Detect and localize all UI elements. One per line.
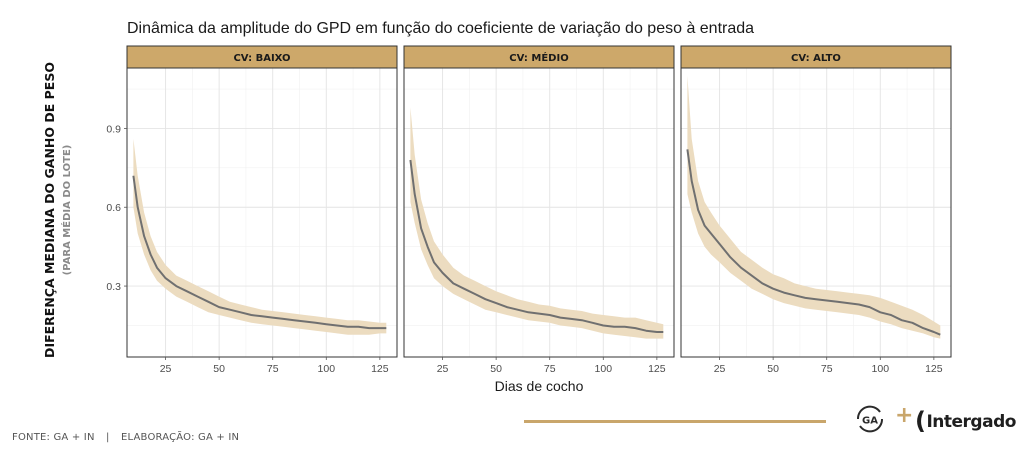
x-tick-label: 25 — [437, 363, 449, 375]
x-tick-label: 100 — [595, 363, 613, 375]
footer-separator: | — [106, 432, 110, 443]
y-tick-label: 0.9 — [106, 123, 121, 135]
x-tick-label: 75 — [267, 363, 279, 375]
x-tick-label: 125 — [371, 363, 389, 375]
chart-panels: CV: BAIXO 25 50 75 100 125 0.3 0.6 0.9 CV: MÉDIO 2… — [106, 45, 952, 375]
confidence-band — [410, 107, 664, 339]
confidence-band — [687, 75, 941, 339]
median-line — [409, 159, 664, 333]
x-tick-label: 125 — [925, 363, 943, 375]
ga-logo-icon: GA — [856, 405, 884, 433]
facet-panel: CV: ALTO 25 50 75 100 125 — [680, 45, 952, 375]
footer-source: FONTE: GA + IN | ELABORAÇÃO: GA + IN — [12, 432, 239, 443]
confidence-band — [133, 138, 387, 335]
x-tick-label: 100 — [318, 363, 336, 375]
y-tick-label: 0.3 — [106, 281, 121, 293]
facet-strip-label: CV: MÉDIO — [509, 51, 568, 64]
x-tick-label: 25 — [714, 363, 726, 375]
ga-logo-text: GA — [862, 416, 878, 427]
intergado-logo: (Intergado — [915, 405, 1016, 435]
y-axis-label: DIFERENÇA MEDIANA DO GANHO DE PESO — [42, 62, 57, 358]
intergado-mark-icon: ( — [915, 407, 926, 435]
x-tick-label: 75 — [544, 363, 556, 375]
x-tick-label: 50 — [767, 363, 779, 375]
x-tick-label: 25 — [160, 363, 172, 375]
y-tick-label: 0.6 — [106, 202, 121, 214]
x-tick-label: 100 — [872, 363, 890, 375]
panel-border — [680, 67, 952, 358]
facet-strip-label: CV: BAIXO — [233, 53, 290, 64]
logo-plus-sign: + — [895, 403, 914, 428]
x-axis-label: Dias de cocho — [495, 378, 584, 394]
elaboration-text: ELABORAÇÃO: GA + IN — [121, 432, 240, 443]
panel-border — [126, 67, 398, 358]
panel-border — [403, 67, 675, 358]
x-tick-label: 75 — [821, 363, 833, 375]
x-tick-label: 125 — [648, 363, 666, 375]
chart-title: Dinâmica da amplitude do GPD em função d… — [127, 20, 754, 37]
intergado-logo-text: Intergado — [926, 412, 1016, 432]
facet-panel: CV: MÉDIO 25 50 75 100 125 — [403, 45, 675, 375]
median-line — [132, 175, 387, 330]
median-line — [686, 149, 941, 336]
x-tick-label: 50 — [490, 363, 502, 375]
y-axis-sublabel: (PARA MÉDIA DO LOTE) — [60, 145, 73, 276]
x-tick-label: 50 — [213, 363, 225, 375]
source-text: FONTE: GA + IN — [12, 432, 95, 443]
facet-panel: CV: BAIXO 25 50 75 100 125 0.3 0.6 0.9 — [106, 45, 398, 375]
gold-divider — [524, 420, 826, 423]
facet-strip-label: CV: ALTO — [791, 53, 841, 64]
